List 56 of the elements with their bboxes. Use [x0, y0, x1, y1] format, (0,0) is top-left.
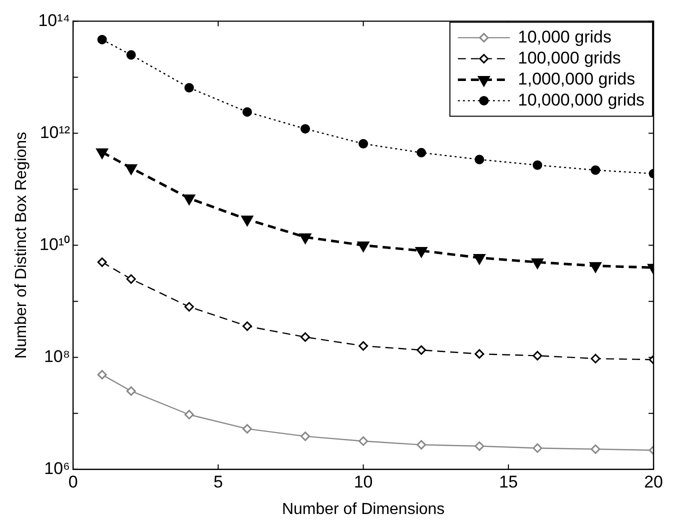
point	[357, 242, 370, 252]
point	[126, 274, 136, 284]
point	[590, 165, 600, 175]
point	[474, 154, 484, 164]
y-tick-label: 10¹⁴	[38, 10, 70, 30]
x-tick-label: 0	[68, 472, 78, 492]
point	[96, 148, 108, 159]
point	[416, 148, 426, 158]
x-tick-label: 20	[644, 472, 664, 492]
point	[300, 432, 310, 442]
x-axis-title: Number of Dimensions	[282, 500, 445, 518]
point	[416, 345, 426, 355]
point	[415, 246, 428, 258]
point	[184, 410, 194, 420]
point	[242, 321, 252, 331]
y-tick-label: 10⁶	[44, 459, 70, 478]
point	[590, 444, 600, 454]
legend-label: 1,000,000 grids	[518, 69, 636, 88]
point	[358, 138, 368, 148]
legend-label: 10,000 grids	[518, 27, 612, 46]
point	[474, 349, 484, 359]
point	[532, 350, 542, 360]
point	[300, 332, 310, 342]
point	[532, 443, 542, 453]
point	[97, 34, 107, 44]
point	[242, 424, 252, 434]
point	[590, 262, 602, 273]
y-tick-label: 10¹⁰	[39, 234, 70, 254]
point	[474, 441, 484, 451]
point	[125, 164, 138, 175]
y-tick-label: 10⁸	[44, 347, 70, 366]
point	[473, 254, 486, 264]
legend-label: 100,000 grids	[518, 48, 621, 68]
point	[183, 194, 196, 206]
point	[532, 160, 542, 170]
point	[184, 82, 194, 92]
x-tick-label: 15	[498, 472, 518, 492]
point	[300, 124, 310, 134]
y-tick-label: 10¹²	[40, 122, 70, 142]
point	[242, 107, 252, 117]
point	[97, 257, 107, 267]
x-tick-label: 5	[213, 472, 223, 492]
point	[241, 216, 254, 226]
point	[532, 258, 544, 269]
point	[126, 386, 136, 396]
point	[97, 370, 107, 380]
y-axis-title: Number of Distinct Box Regions	[13, 132, 30, 359]
point	[358, 436, 368, 446]
point	[126, 50, 136, 60]
legend-label: 10,000,000 grids	[518, 90, 645, 110]
x-tick-label: 10	[354, 472, 373, 492]
point	[299, 233, 312, 244]
point	[358, 341, 368, 351]
point	[184, 302, 194, 312]
point	[416, 440, 426, 450]
point	[590, 354, 600, 364]
